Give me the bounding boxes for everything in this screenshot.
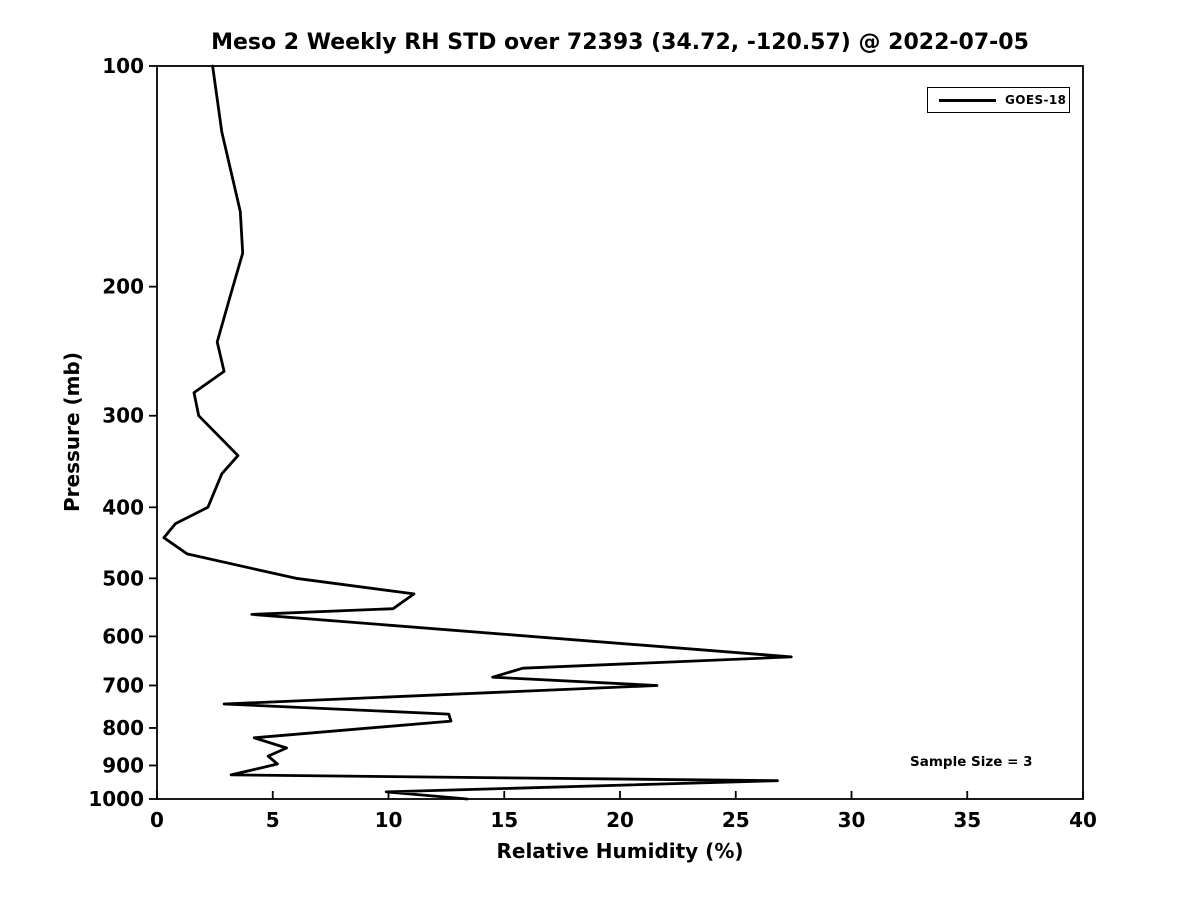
x-tick-label: 25 — [722, 808, 750, 832]
x-tick-label: 40 — [1069, 808, 1097, 832]
y-tick-label: 800 — [102, 716, 144, 740]
x-tick-label: 20 — [606, 808, 634, 832]
y-tick-label: 600 — [102, 624, 144, 648]
legend-label: GOES-18 — [1005, 93, 1067, 107]
x-tick-label: 5 — [266, 808, 280, 832]
x-tick-label: 30 — [838, 808, 866, 832]
x-tick-label: 15 — [490, 808, 518, 832]
x-tick-label: 35 — [953, 808, 981, 832]
y-tick-label: 300 — [102, 404, 144, 428]
sample-size-annotation: Sample Size = 3 — [910, 754, 1033, 770]
y-tick-label: 700 — [102, 673, 144, 697]
legend-line-sample-icon — [939, 98, 996, 102]
y-tick-label: 200 — [102, 275, 144, 299]
rh-profile-line — [162, 64, 793, 801]
y-tick-label: 900 — [102, 753, 144, 777]
plot-frame — [156, 65, 1084, 800]
x-axis-title: Relative Humidity (%) — [496, 839, 744, 863]
x-tick-label: 0 — [150, 808, 164, 832]
x-tick-label: 10 — [375, 808, 403, 832]
y-tick-label: 100 — [102, 54, 144, 78]
y-tick-label: 500 — [102, 566, 144, 590]
y-axis-title: Pressure (mb) — [60, 352, 84, 512]
y-tick-label: 400 — [102, 495, 144, 519]
chart-title: Meso 2 Weekly RH STD over 72393 (34.72, … — [211, 30, 1029, 55]
legend: GOES-18 — [927, 87, 1070, 113]
y-tick-label: 1000 — [88, 787, 144, 811]
